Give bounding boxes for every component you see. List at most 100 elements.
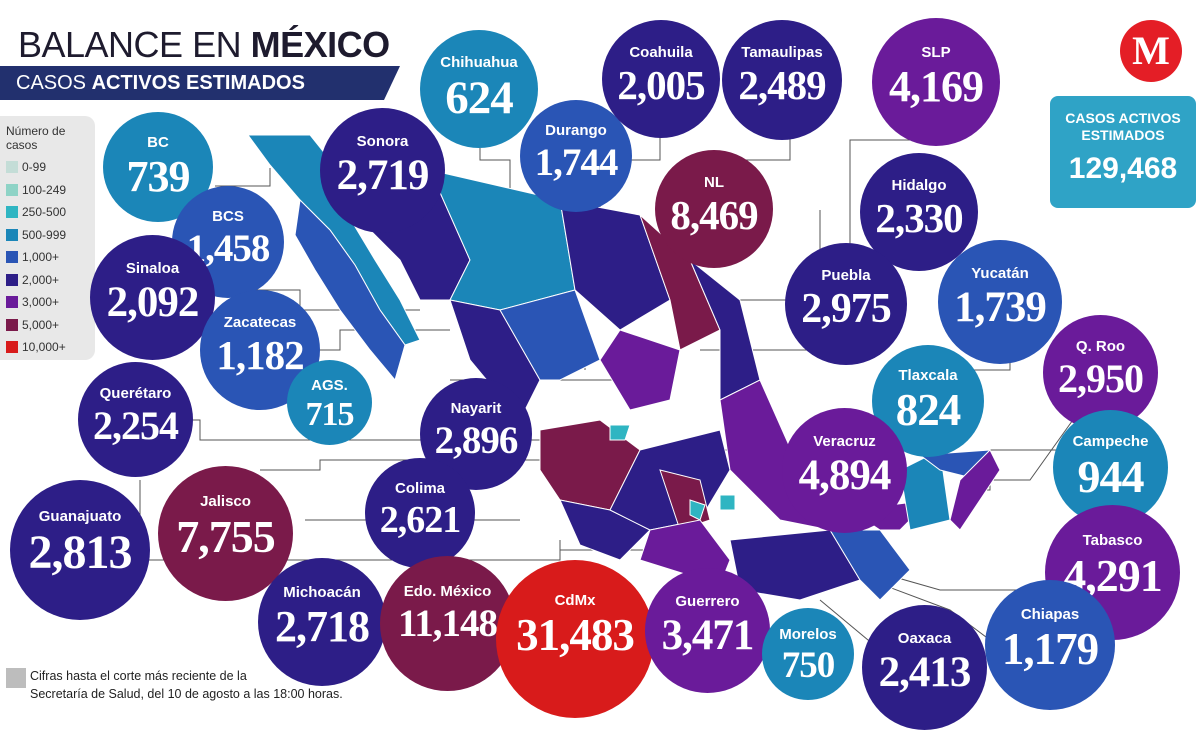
state-bubble: Michoacán 2,718	[258, 558, 386, 686]
state-value: 3,471	[661, 612, 755, 659]
state-bubble: Edo. México 11,148	[380, 556, 515, 691]
state-bubble: Veracruz 4,894	[782, 408, 907, 533]
state-name: BCS	[212, 208, 244, 225]
state-value: 2,813	[28, 526, 133, 579]
total-cases-box: CASOS ACTIVOS ESTIMADOS 129,468	[1050, 96, 1196, 208]
legend-item: 250-500	[6, 201, 95, 224]
legend-swatch	[6, 161, 18, 174]
state-name: Jalisco	[200, 493, 251, 510]
state-name: Oaxaca	[897, 630, 952, 647]
state-name: Hidalgo	[891, 177, 947, 194]
state-bubble: Chiapas 1,179	[985, 580, 1115, 710]
state-name: Campeche	[1072, 433, 1149, 450]
state-name: Durango	[545, 122, 607, 139]
state-value: 7,755	[176, 511, 276, 562]
state-bubble: Querétaro 2,254	[78, 362, 193, 477]
state-bubble: Tlaxcala 824	[872, 345, 984, 457]
state-bubble: Tamaulipas 2,489	[722, 20, 842, 140]
legend-swatch	[6, 228, 18, 241]
state-name: Chihuahua	[440, 54, 518, 71]
legend-item: 1,000+	[6, 246, 95, 269]
state-bubble: NL 8,469	[655, 150, 773, 268]
state-value: 2,005	[617, 62, 705, 108]
state-name: Tamaulipas	[741, 44, 823, 61]
state-name: Puebla	[821, 267, 871, 284]
legend-label: 2,000+	[22, 272, 60, 287]
legend-item: 10,000+	[6, 336, 95, 359]
state-value: 944	[1077, 451, 1145, 502]
state-bubble: Sinaloa 2,092	[90, 235, 215, 360]
state-name: Coahuila	[629, 44, 693, 61]
legend-label: 250-500	[22, 205, 67, 220]
state-bubble: Puebla 2,975	[785, 243, 907, 365]
legend-label: 5,000+	[22, 317, 60, 332]
state-name: Chiapas	[1020, 606, 1080, 623]
legend-swatch	[6, 183, 18, 196]
state-bubble: Coahuila 2,005	[602, 20, 720, 138]
state-bubble: Colima 2,621	[365, 458, 475, 568]
state-value: 750	[781, 645, 836, 686]
state-name: Tabasco	[1082, 532, 1143, 549]
state-bubble: Yucatán 1,739	[938, 240, 1062, 364]
state-value: 2,621	[379, 499, 462, 541]
state-value: 1,179	[1001, 624, 1099, 674]
state-value: 2,092	[106, 279, 200, 326]
state-name: Querétaro	[99, 385, 172, 402]
milenio-logo: M	[1120, 20, 1182, 82]
state-value: 2,719	[336, 152, 430, 199]
state-value: 4,894	[798, 452, 892, 499]
state-bubble: Jalisco 7,755	[158, 466, 293, 601]
legend-label: 100-249	[22, 182, 67, 197]
legend-title: Número de casos	[6, 124, 66, 152]
legend-swatch	[6, 296, 18, 309]
page-subtitle: CASOS ACTIVOS ESTIMADOS	[0, 66, 400, 100]
state-bubble: AGS. 715	[287, 360, 372, 445]
state-name: NL	[704, 174, 724, 191]
state-value: 2,896	[434, 419, 519, 462]
total-label-line2: ESTIMADOS	[1081, 127, 1165, 143]
state-value: 1,744	[534, 141, 619, 184]
legend-swatch	[6, 251, 18, 264]
state-value: 739	[126, 152, 191, 201]
state-name: Sonora	[356, 133, 409, 150]
state-name: Michoacán	[283, 584, 361, 601]
state-value: 1,182	[216, 332, 304, 378]
state-bubble: Oaxaca 2,413	[862, 605, 987, 730]
state-bubble: Sonora 2,719	[320, 108, 445, 233]
footnote: Cifras hasta el corte más reciente de la…	[30, 669, 343, 701]
legend-label: 500-999	[22, 227, 67, 242]
state-name: Tlaxcala	[898, 367, 958, 384]
state-name: AGS.	[311, 377, 348, 394]
state-name: SLP	[921, 44, 951, 61]
state-name: Colima	[394, 480, 445, 497]
state-value: 31,483	[516, 610, 635, 660]
state-bubble: Q. Roo 2,950	[1043, 315, 1158, 430]
state-bubble: Durango 1,744	[520, 100, 632, 212]
state-bubble: Chihuahua 624	[420, 30, 538, 148]
legend-item: 3,000+	[6, 291, 95, 314]
footnote-marker	[6, 668, 26, 688]
state-value: 11,148	[397, 602, 498, 645]
state-name: BC	[147, 134, 169, 151]
state-bubble: Guanajuato 2,813	[10, 480, 150, 620]
state-value: 2,975	[801, 286, 892, 332]
state-name: Nayarit	[450, 400, 502, 417]
legend-item: 100-249	[6, 179, 95, 202]
legend-swatch	[6, 318, 18, 331]
legend-item: 500-999	[6, 224, 95, 247]
legend-label: 3,000+	[22, 295, 60, 310]
page-title: BALANCE EN MÉXICO	[18, 24, 390, 65]
state-bubble: Hidalgo 2,330	[860, 153, 978, 271]
legend: Número de casos 0-99 100-249 250-500 500-99…	[0, 116, 95, 360]
state-bubble: Morelos 750	[762, 608, 854, 700]
legend-item: 5,000+	[6, 314, 95, 337]
state-value: 8,469	[670, 192, 758, 238]
state-bubble: CdMx 31,483	[496, 560, 654, 718]
state-value: 2,950	[1058, 356, 1144, 401]
state-name: Morelos	[779, 626, 837, 643]
state-bubble: Guerrero 3,471	[645, 568, 770, 693]
legend-item: 0-99	[6, 156, 95, 179]
state-value: 2,413	[878, 649, 972, 696]
state-bubble: SLP 4,169	[872, 18, 1000, 146]
state-name: Guerrero	[675, 593, 740, 610]
